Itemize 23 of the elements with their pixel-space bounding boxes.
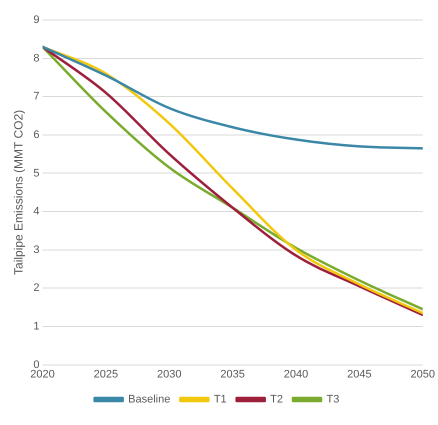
y-axis-title: Tailpipe Emissions (MMT CO2) — [12, 110, 26, 275]
legend-label: T3 — [326, 394, 340, 406]
y-tick-label: 7 — [33, 90, 40, 103]
legend-label: Baseline — [128, 394, 170, 406]
y-tick-label: 3 — [33, 244, 40, 256]
x-tick-label: 2035 — [220, 368, 245, 380]
y-tick-label: 6 — [33, 128, 40, 141]
x-tick-label: 2025 — [94, 368, 118, 380]
x-tick-label: 2020 — [30, 368, 55, 380]
y-tick-label: 4 — [33, 206, 40, 218]
y-tick-label: 1 — [33, 320, 40, 333]
y-tick-label: 2 — [33, 282, 40, 294]
x-tick-label: 2040 — [284, 368, 308, 380]
y-tick-label: 0 — [33, 358, 40, 371]
x-tick-label: 2050 — [410, 368, 436, 380]
y-tick-label: 5 — [33, 167, 40, 180]
legend-label: T2 — [270, 394, 284, 406]
x-tick-label: 2045 — [347, 368, 372, 380]
x-tick-label: 2030 — [157, 368, 182, 380]
legend-label: T1 — [214, 394, 227, 406]
line-series — [42, 46, 423, 150]
y-tick-label: 9 — [33, 14, 40, 26]
y-tick-label: 8 — [33, 52, 40, 64]
